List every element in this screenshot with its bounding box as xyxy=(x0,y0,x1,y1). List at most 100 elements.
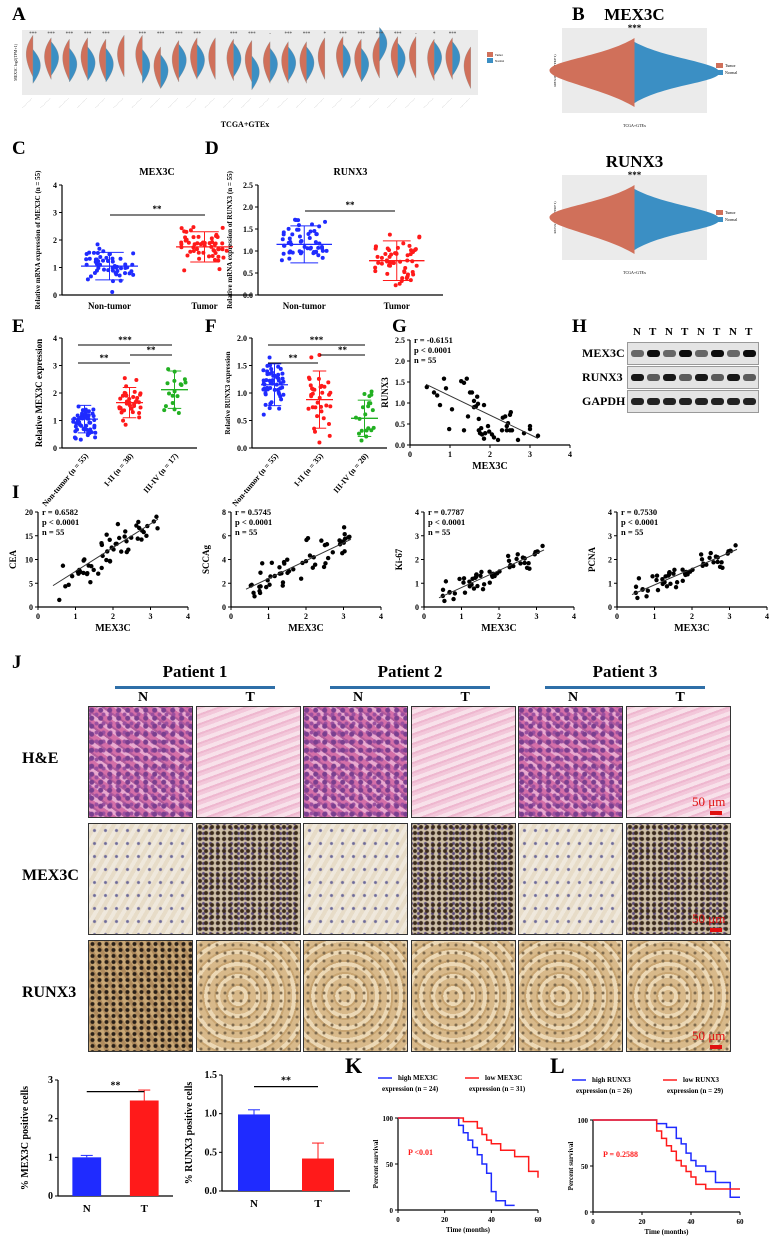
data-point xyxy=(122,376,127,381)
x-tick-label: 0 xyxy=(36,612,40,621)
data-point xyxy=(461,576,467,581)
y-tick-label: 3 xyxy=(415,532,419,541)
data-point xyxy=(163,404,168,409)
data-point xyxy=(399,278,404,283)
data-point xyxy=(269,367,274,372)
data-point xyxy=(359,428,364,433)
y-tick-label: 3 xyxy=(608,532,612,541)
y-tick-label: 2 xyxy=(48,1114,53,1125)
category-label: ············ xyxy=(258,97,271,110)
data-point xyxy=(127,271,132,276)
normal-violin xyxy=(269,47,278,83)
y-tick-label: 1.5 xyxy=(395,378,405,387)
data-point xyxy=(277,406,282,411)
data-point xyxy=(154,514,159,519)
y-tick-label: 50 xyxy=(581,1163,589,1171)
data-point xyxy=(320,390,325,395)
data-point xyxy=(645,588,651,593)
x-axis-label: MEX3C xyxy=(481,623,517,634)
category-label: Non-tumor (n = 55) xyxy=(230,451,280,508)
micrograph-tile xyxy=(195,940,301,1052)
category-label: ············ xyxy=(404,97,417,110)
category-label: ············ xyxy=(422,97,435,110)
blot-band xyxy=(711,398,724,405)
data-point xyxy=(328,404,333,409)
data-point xyxy=(110,256,115,261)
y-tick-label: 0.0 xyxy=(395,441,405,450)
data-point xyxy=(77,569,83,574)
data-point xyxy=(196,250,201,255)
x-tick-label: 1 xyxy=(267,612,271,621)
data-point xyxy=(668,581,673,587)
blot-band xyxy=(663,374,676,381)
micrograph-tile xyxy=(518,706,623,818)
row-label: MEX3C xyxy=(22,867,79,884)
normal-violin xyxy=(288,46,296,82)
normal-violin xyxy=(233,42,242,78)
data-point xyxy=(252,594,257,599)
micrograph-tile xyxy=(88,940,193,1052)
y-axis-label: % RUNX3 positive cells xyxy=(184,1082,195,1185)
panel-label-d: D xyxy=(205,138,219,159)
data-point xyxy=(633,584,639,589)
data-point xyxy=(220,241,225,246)
category-label: ············ xyxy=(112,97,125,110)
y-tick-label: 0 xyxy=(585,1209,589,1217)
y-tick-label: 1.5 xyxy=(237,362,247,371)
data-point xyxy=(224,248,229,253)
data-point xyxy=(281,559,287,565)
data-point xyxy=(411,272,416,277)
data-point xyxy=(674,580,680,585)
data-point xyxy=(518,561,523,566)
stat-label: r = 0.6582 xyxy=(42,507,78,517)
x-axis-label: MEX3C xyxy=(674,623,710,634)
data-point xyxy=(499,428,505,433)
significance-label: ** xyxy=(338,345,348,355)
data-point xyxy=(685,572,690,577)
significance-label: *** xyxy=(449,32,457,37)
y-tick-label: 2.0 xyxy=(243,203,253,212)
normal-violin xyxy=(196,43,205,79)
y-tick-label: 0.0 xyxy=(205,1186,218,1197)
data-point xyxy=(265,385,270,390)
data-point xyxy=(131,272,136,277)
panel-label-f: F xyxy=(205,316,217,337)
significance-label: ** xyxy=(100,353,110,363)
data-point xyxy=(508,410,513,415)
micrograph-tile xyxy=(625,706,731,818)
data-point xyxy=(217,267,222,272)
data-point xyxy=(368,401,373,406)
normal-violin xyxy=(160,54,169,89)
data-point xyxy=(362,392,367,397)
data-point xyxy=(644,594,649,599)
x-tick-label: 2 xyxy=(690,612,694,621)
blot-row-label: GAPDH xyxy=(582,394,626,408)
x-tick-label: 3 xyxy=(535,612,539,621)
data-point xyxy=(107,537,112,543)
data-point xyxy=(326,421,331,426)
data-point xyxy=(183,238,188,243)
micrograph-tile xyxy=(518,940,623,1052)
data-point xyxy=(279,258,284,263)
y-tick-label: 2.5 xyxy=(395,336,405,345)
data-point xyxy=(465,414,471,419)
x-tick-label: 0 xyxy=(591,1218,595,1226)
significance-label: ** xyxy=(281,1076,291,1087)
panel-label-c: C xyxy=(12,138,26,159)
data-point xyxy=(385,271,390,276)
blot-band xyxy=(647,350,660,357)
y-tick-label: 2 xyxy=(53,236,57,245)
data-point xyxy=(215,235,220,240)
data-point xyxy=(280,371,285,376)
data-point xyxy=(408,278,413,283)
data-point xyxy=(268,380,273,385)
x-tick-label: 60 xyxy=(535,1216,543,1224)
data-point xyxy=(385,246,390,251)
data-point xyxy=(655,587,661,593)
data-point xyxy=(471,398,477,404)
lane-label: N xyxy=(633,326,641,338)
blot-strip xyxy=(627,366,759,389)
row-label: H&E xyxy=(22,750,59,767)
data-point xyxy=(93,259,98,264)
